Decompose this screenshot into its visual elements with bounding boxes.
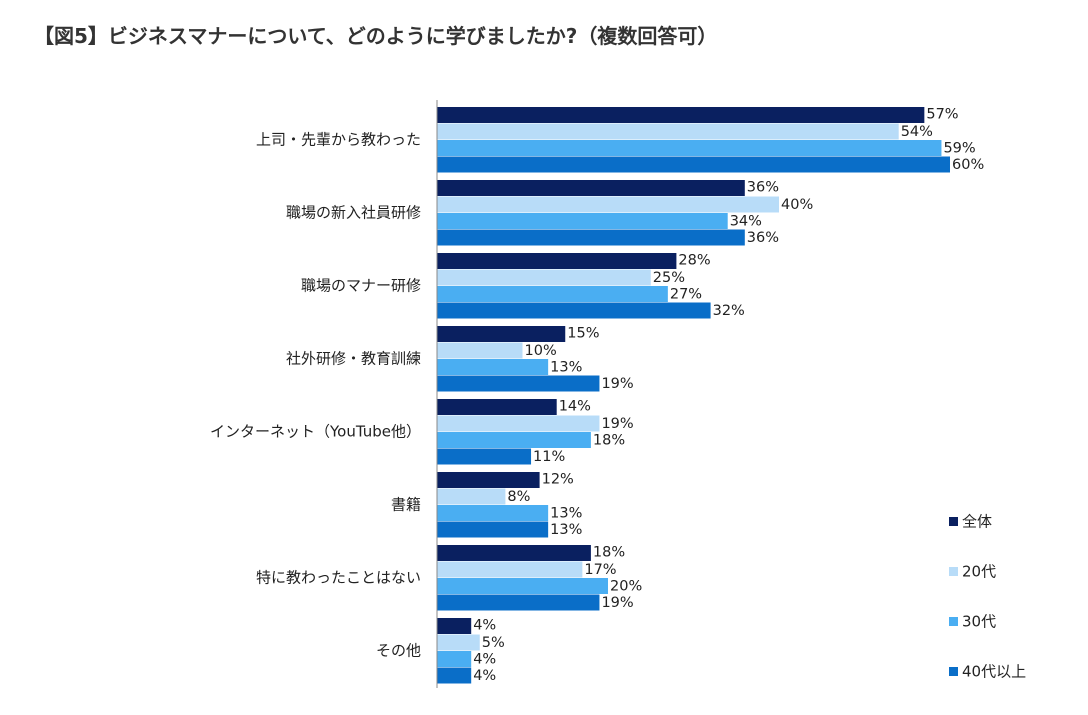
chart-title: 【図5】ビジネスマナーについて、どのように学びましたか?（複数回答可） [34, 24, 718, 48]
bar-8-series-2 [437, 634, 480, 651]
value-label: 12% [542, 471, 574, 487]
legend-swatch [949, 517, 958, 526]
bar-4-series-2 [437, 342, 523, 359]
bar-1-series-2 [437, 123, 899, 140]
bar-6-series-1 [437, 472, 540, 488]
bar-1-series-3 [437, 140, 942, 156]
bar-2-series-3 [437, 213, 728, 229]
bar-3-series-3 [437, 286, 668, 302]
value-label: 15% [567, 325, 599, 341]
value-label: 14% [559, 398, 591, 414]
bar-6-series-3 [437, 505, 549, 521]
value-label: 17% [584, 562, 616, 578]
value-label: 19% [601, 376, 633, 392]
bar-4-series-4 [437, 375, 600, 392]
value-label: 36% [747, 179, 779, 195]
legend-swatch [949, 617, 958, 626]
value-label: 34% [730, 213, 762, 229]
bar-3-series-1 [437, 253, 677, 269]
value-label: 18% [593, 544, 625, 560]
bars-layer [437, 107, 950, 684]
category-label: 特に教わったことはない [256, 569, 421, 587]
bar-1-series-1 [437, 107, 925, 123]
legend-label: 全体 [962, 513, 992, 531]
value-label: 4% [473, 651, 496, 667]
value-label: 19% [601, 416, 633, 432]
bar-6-series-2 [437, 488, 506, 505]
bar-7-series-2 [437, 561, 583, 578]
bar-4-series-1 [437, 326, 566, 342]
value-label: 19% [601, 595, 633, 611]
bar-4-series-3 [437, 359, 549, 375]
bar-6-series-4 [437, 521, 549, 538]
bar-2-series-2 [437, 196, 779, 213]
category-label: 社外研修・教育訓練 [286, 350, 421, 368]
bar-1-series-4 [437, 156, 950, 173]
legend-swatch [949, 567, 958, 576]
value-label: 28% [678, 252, 710, 268]
bar-5-series-4 [437, 448, 532, 465]
value-label: 32% [713, 303, 745, 319]
legend-label: 30代 [962, 613, 996, 631]
value-label: 18% [593, 432, 625, 448]
category-label: 職場の新入社員研修 [286, 204, 421, 222]
value-label: 13% [550, 505, 582, 521]
value-label: 11% [533, 449, 565, 465]
bar-5-series-3 [437, 432, 591, 448]
legend-swatch [949, 667, 958, 676]
value-label: 40% [781, 197, 813, 213]
bar-2-series-1 [437, 180, 745, 196]
bar-8-series-3 [437, 651, 472, 667]
value-label: 8% [507, 489, 530, 505]
value-label: 4% [473, 617, 496, 633]
bar-8-series-4 [437, 667, 472, 684]
bar-5-series-2 [437, 415, 600, 432]
bar-7-series-3 [437, 578, 608, 594]
value-label: 57% [926, 106, 958, 122]
category-label: 上司・先輩から教わった [256, 131, 421, 149]
value-label: 13% [550, 359, 582, 375]
bar-8-series-1 [437, 618, 472, 634]
value-label: 59% [943, 140, 975, 156]
value-label: 20% [610, 578, 642, 594]
value-label: 27% [670, 286, 702, 302]
value-label: 36% [747, 230, 779, 246]
bar-7-series-4 [437, 594, 600, 611]
legend: 全体 20代 30代 40代以上 [949, 513, 1026, 681]
category-label: インターネット（YouTube他） [210, 423, 421, 441]
bar-2-series-4 [437, 229, 745, 246]
value-label: 10% [525, 343, 557, 359]
value-label: 54% [901, 124, 933, 140]
category-labels-layer: 上司・先輩から教わった職場の新入社員研修職場のマナー研修社外研修・教育訓練インタ… [210, 131, 421, 660]
bar-7-series-1 [437, 545, 591, 561]
legend-label: 40代以上 [962, 663, 1026, 681]
value-label: 60% [952, 157, 984, 173]
value-label: 13% [550, 522, 582, 538]
category-label: その他 [376, 642, 421, 660]
value-label: 4% [473, 668, 496, 684]
value-label: 25% [653, 270, 685, 286]
value-label: 5% [482, 635, 505, 651]
category-label: 職場のマナー研修 [301, 277, 421, 295]
value-labels-layer: 57%54%59%60%36%40%34%36%28%25%27%32%15%1… [473, 106, 984, 684]
bar-5-series-1 [437, 399, 557, 415]
bar-3-series-4 [437, 302, 711, 319]
category-label: 書籍 [391, 496, 421, 514]
legend-label: 20代 [962, 563, 996, 581]
bar-3-series-2 [437, 269, 651, 286]
